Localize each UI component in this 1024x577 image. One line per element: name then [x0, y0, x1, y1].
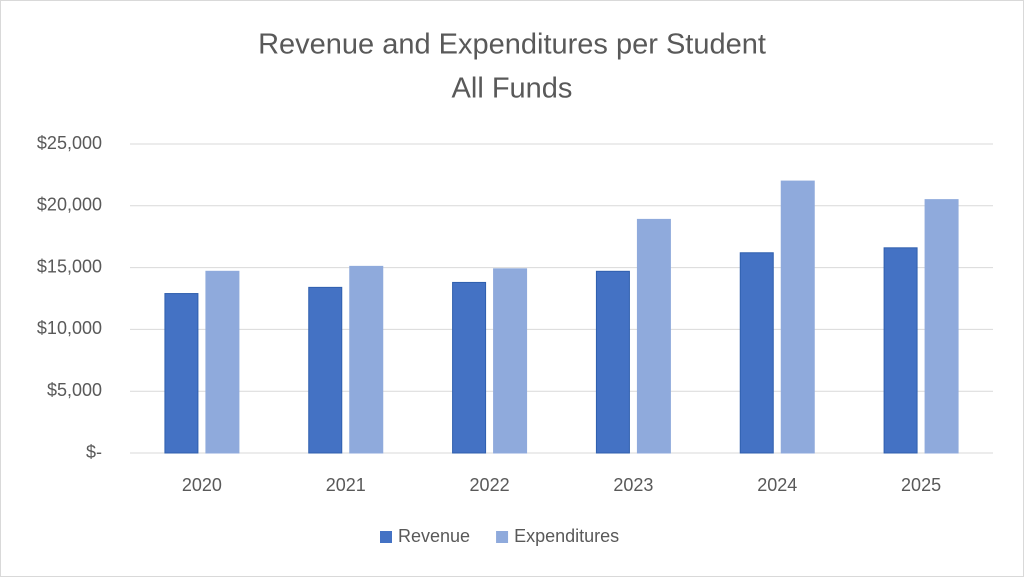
y-tick-label: $10,000: [37, 318, 102, 338]
legend-swatch: [380, 531, 392, 543]
legend-label: Revenue: [398, 526, 470, 546]
legend-swatch: [496, 531, 509, 543]
x-tick-label: 2021: [326, 475, 366, 495]
bar: [780, 180, 815, 454]
bar: [349, 265, 384, 454]
chart-title: Revenue and Expenditures per Student: [258, 29, 766, 61]
x-tick-label: 2020: [182, 475, 222, 495]
bar: [636, 218, 671, 454]
x-tick-label: 2024: [757, 475, 797, 495]
bar: [164, 293, 199, 454]
y-tick-label: $25,000: [37, 133, 102, 153]
bar: [308, 286, 343, 454]
bar: [924, 199, 959, 454]
legend-label: Expenditures: [514, 526, 619, 546]
x-tick-label: 2022: [470, 475, 510, 495]
y-tick-label: $15,000: [37, 256, 102, 276]
bar: [452, 281, 487, 454]
bar: [595, 270, 630, 454]
y-tick-label: $20,000: [37, 195, 102, 215]
bar: [205, 270, 240, 454]
x-tick-label: 2023: [613, 475, 653, 495]
bar: [493, 268, 528, 454]
y-tick-label: $5,000: [47, 380, 102, 400]
chart-subtitle: All Funds: [452, 73, 573, 105]
bar: [883, 247, 918, 454]
y-tick-label: $-: [86, 442, 102, 462]
bar: [739, 252, 774, 454]
x-tick-label: 2025: [901, 475, 941, 495]
